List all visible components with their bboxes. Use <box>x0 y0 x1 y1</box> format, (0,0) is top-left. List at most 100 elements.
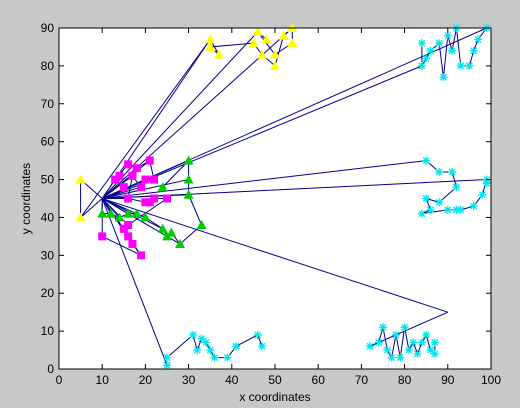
y-tick-label: 40 <box>41 210 55 224</box>
square-marker <box>163 194 171 203</box>
y-tick-label: 20 <box>41 286 55 300</box>
square-marker <box>119 183 128 192</box>
triangle-marker <box>114 212 125 222</box>
triangle-marker <box>174 238 185 248</box>
triangle-marker <box>205 41 216 51</box>
star-marker <box>163 353 171 362</box>
star-marker <box>413 349 422 358</box>
star-marker <box>417 209 426 218</box>
star-marker <box>206 346 215 355</box>
square-marker <box>141 198 150 207</box>
x-tick-label: 60 <box>312 373 326 387</box>
star-marker <box>474 35 483 44</box>
star-marker <box>448 167 457 176</box>
square-marker <box>150 194 159 203</box>
star-marker <box>456 205 465 214</box>
hub-connection-line <box>102 186 142 199</box>
triangle-marker <box>252 26 263 36</box>
x-axis-label: x coordinates <box>239 390 310 404</box>
x-tick-label: 10 <box>96 373 110 387</box>
square-marker <box>115 171 124 180</box>
triangle-marker <box>97 208 108 218</box>
star-marker <box>400 323 409 332</box>
star-marker <box>417 338 426 347</box>
triangle-marker <box>140 212 151 222</box>
star-marker <box>253 330 262 339</box>
star-marker <box>374 338 383 347</box>
star-marker <box>426 205 435 214</box>
triangle-marker <box>213 49 224 59</box>
hub-connection-line <box>102 179 189 199</box>
star-marker <box>422 330 431 339</box>
star-marker <box>163 361 171 370</box>
star-marker <box>456 61 465 70</box>
square-marker <box>141 175 150 184</box>
square-marker <box>132 164 141 173</box>
star-marker <box>201 338 210 347</box>
triangle-marker <box>157 182 168 192</box>
star-marker <box>478 190 487 199</box>
y-tick-label: 60 <box>41 135 55 149</box>
star-marker <box>223 353 232 362</box>
star-marker <box>258 342 267 351</box>
triangle-marker <box>270 49 280 59</box>
x-tick-label: 30 <box>182 373 196 387</box>
star-marker <box>391 330 400 339</box>
hub-connection-line <box>80 198 103 218</box>
y-tick-label: 70 <box>41 97 55 111</box>
star-marker <box>439 73 448 82</box>
triangle-marker <box>105 208 116 218</box>
square-marker <box>145 156 154 165</box>
triangle-marker <box>257 49 268 59</box>
star-marker <box>409 338 418 347</box>
x-tick-label: 20 <box>139 373 153 387</box>
triangle-marker <box>123 208 134 218</box>
triangle-marker <box>287 38 298 48</box>
y-tick-label: 10 <box>41 324 55 338</box>
square-marker <box>111 175 120 184</box>
triangle-marker <box>205 34 216 44</box>
star-marker <box>232 342 241 351</box>
star-marker <box>482 179 491 188</box>
x-tick-label: 0 <box>56 373 63 387</box>
star-marker <box>387 353 396 362</box>
square-marker <box>124 232 133 241</box>
route-line <box>166 334 263 366</box>
hub-connection-line <box>101 31 259 199</box>
square-marker <box>137 183 146 192</box>
star-marker <box>193 346 202 355</box>
square-marker <box>145 198 154 207</box>
hub-connection-line <box>101 175 133 199</box>
triangle-marker <box>75 212 86 222</box>
square-marker <box>150 175 159 184</box>
triangle-marker <box>157 223 168 233</box>
x-tick-label: 90 <box>441 373 455 387</box>
star-marker <box>465 61 474 70</box>
x-tick-label: 80 <box>398 373 412 387</box>
hub-connection-line <box>102 198 448 313</box>
star-marker <box>188 330 197 339</box>
hub-connection-line <box>102 160 427 199</box>
axes: 0 10 20 30 40 50 60 70 80 90 100 0 10 20 30 40 50 60 70 80 9… <box>41 21 502 387</box>
square-marker <box>124 160 133 169</box>
y-axis-label: y coordinates <box>19 163 33 234</box>
star-marker <box>422 54 431 63</box>
triangle-marker <box>183 174 194 184</box>
triangle-marker <box>196 220 207 230</box>
hub-connection-line <box>101 198 129 215</box>
triangle-marker <box>166 227 177 237</box>
star-marker <box>422 156 431 165</box>
triangle-marker <box>278 30 289 40</box>
star-marker <box>383 346 392 355</box>
star-marker <box>443 31 452 40</box>
star-marker <box>417 61 426 70</box>
star-marker <box>396 353 405 362</box>
hub-connection-line <box>101 198 168 366</box>
triangle-marker <box>183 155 194 165</box>
square-marker <box>124 221 133 230</box>
triangle-marker <box>75 174 86 184</box>
x-tick-label: 70 <box>355 373 369 387</box>
star-marker <box>430 338 439 347</box>
star-marker <box>443 205 452 214</box>
